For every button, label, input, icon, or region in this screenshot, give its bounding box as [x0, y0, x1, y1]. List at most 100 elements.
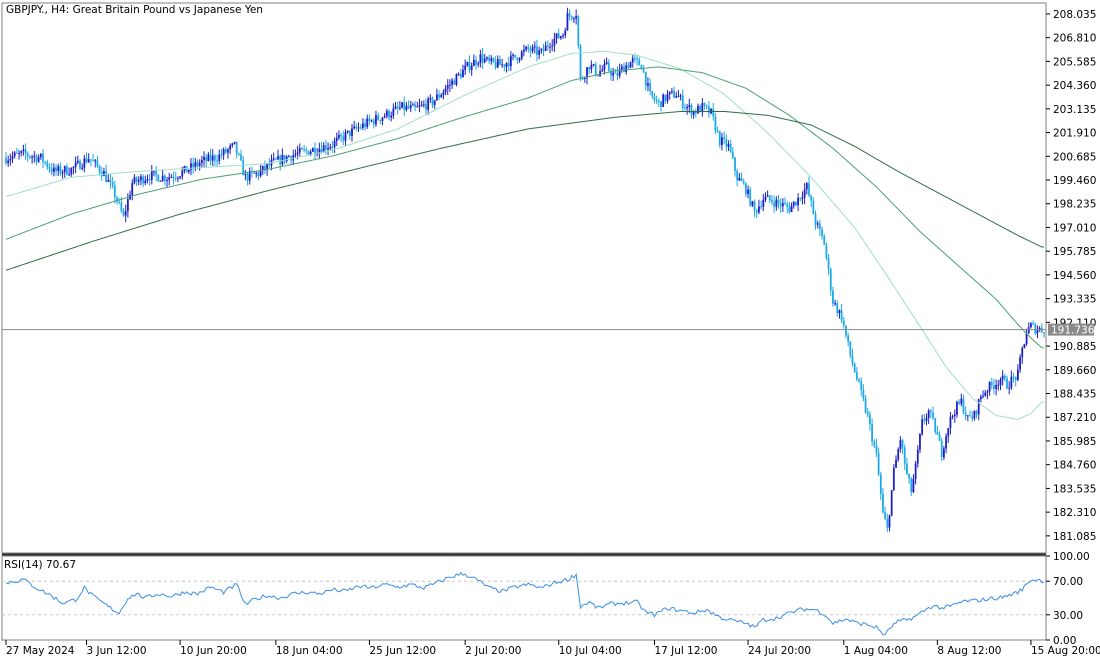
- candle-body: [394, 106, 397, 109]
- candle-body: [916, 449, 919, 464]
- candle-body: [932, 412, 934, 419]
- candle-body: [949, 416, 952, 429]
- candle-body: [714, 116, 717, 132]
- candle-body: [63, 166, 66, 173]
- moving-average-slow: [5, 110, 1044, 271]
- candle-body: [590, 64, 593, 70]
- candle-body: [1003, 375, 1006, 379]
- rsi-y-tick-label: 70.00: [1053, 576, 1083, 588]
- candle-body: [758, 206, 760, 213]
- candle-body: [642, 69, 645, 72]
- candle-body: [44, 161, 47, 163]
- candle-body: [975, 411, 978, 415]
- y-tick-label: 189.660: [1053, 365, 1096, 377]
- candle-body: [433, 100, 436, 105]
- candle-body: [264, 165, 266, 170]
- candle-body: [560, 36, 562, 39]
- candle-body: [301, 148, 303, 150]
- candle-body: [294, 154, 297, 156]
- candle-body: [492, 58, 495, 62]
- candle-body: [453, 80, 456, 85]
- candle-body: [50, 168, 53, 173]
- candle-body: [57, 166, 60, 172]
- candle-body: [736, 170, 739, 181]
- candle-body: [13, 152, 16, 157]
- candle-body: [703, 103, 706, 106]
- candle-body: [396, 106, 399, 109]
- candle-body: [490, 58, 493, 61]
- candle-body: [799, 197, 802, 199]
- candle-body: [842, 320, 845, 326]
- candle-body: [549, 46, 551, 48]
- candle-body: [977, 399, 980, 415]
- candle-body: [999, 379, 1002, 385]
- y-tick-label: 201.910: [1053, 128, 1096, 140]
- candle-body: [237, 153, 240, 155]
- candle-body: [83, 158, 86, 168]
- candle-body: [87, 159, 90, 163]
- candle-body: [607, 62, 610, 71]
- candle-body: [444, 88, 447, 93]
- candle-body: [897, 449, 900, 460]
- y-tick-label: 195.785: [1053, 246, 1096, 258]
- candle-body: [257, 172, 260, 177]
- candle-body: [753, 201, 756, 211]
- candle-body: [718, 131, 721, 145]
- candle-body: [555, 33, 558, 39]
- candle-body: [68, 174, 71, 176]
- candle-body: [605, 62, 608, 64]
- candle-body: [747, 189, 749, 195]
- candle-body: [46, 162, 49, 168]
- candle-body: [52, 167, 55, 173]
- candle-body: [684, 107, 686, 109]
- candle-body: [281, 154, 284, 165]
- candle-body: [1023, 343, 1026, 349]
- candle-body: [507, 63, 510, 67]
- candle-body: [877, 452, 880, 475]
- candle-body: [359, 127, 362, 129]
- candle-body: [1021, 348, 1024, 358]
- candle-body: [1043, 332, 1045, 334]
- candle-body: [94, 160, 97, 162]
- x-tick-label: 10 Jul 04:00: [559, 645, 622, 657]
- candle-body: [20, 151, 23, 154]
- candle-body: [940, 440, 943, 458]
- candle-body: [116, 197, 118, 202]
- candle-body: [259, 170, 262, 177]
- candle-body: [85, 158, 88, 163]
- candle-body: [61, 172, 64, 174]
- rsi-panel: [1, 555, 1047, 641]
- candle-body: [412, 104, 414, 106]
- candle-body: [416, 106, 419, 108]
- candle-body: [990, 381, 993, 386]
- candle-body: [274, 158, 277, 160]
- candle-body: [163, 175, 166, 181]
- candle-body: [311, 148, 314, 152]
- candle-body: [664, 94, 667, 101]
- candle-body: [869, 414, 871, 425]
- candle-body: [403, 102, 406, 110]
- candle-body: [218, 154, 221, 161]
- candle-body: [636, 58, 638, 60]
- candle-body: [533, 46, 536, 48]
- candle-body: [936, 432, 939, 435]
- candle-body: [962, 398, 965, 413]
- candle-body: [832, 290, 834, 304]
- candle-body: [155, 170, 158, 176]
- candle-body: [899, 440, 902, 450]
- candle-body: [623, 66, 625, 73]
- candle-body: [768, 195, 771, 200]
- candle-body: [803, 189, 806, 198]
- candle-body: [906, 463, 908, 475]
- candle-body: [625, 65, 628, 73]
- candle-body: [675, 96, 678, 98]
- candle-body: [1010, 376, 1013, 388]
- candle-body: [503, 64, 506, 67]
- y-tick-label: 190.885: [1053, 341, 1096, 353]
- candle-body: [871, 424, 873, 442]
- y-tick-label: 184.760: [1053, 460, 1096, 472]
- candle-body: [866, 412, 869, 415]
- candle-body: [499, 59, 501, 65]
- candle-body: [847, 335, 850, 342]
